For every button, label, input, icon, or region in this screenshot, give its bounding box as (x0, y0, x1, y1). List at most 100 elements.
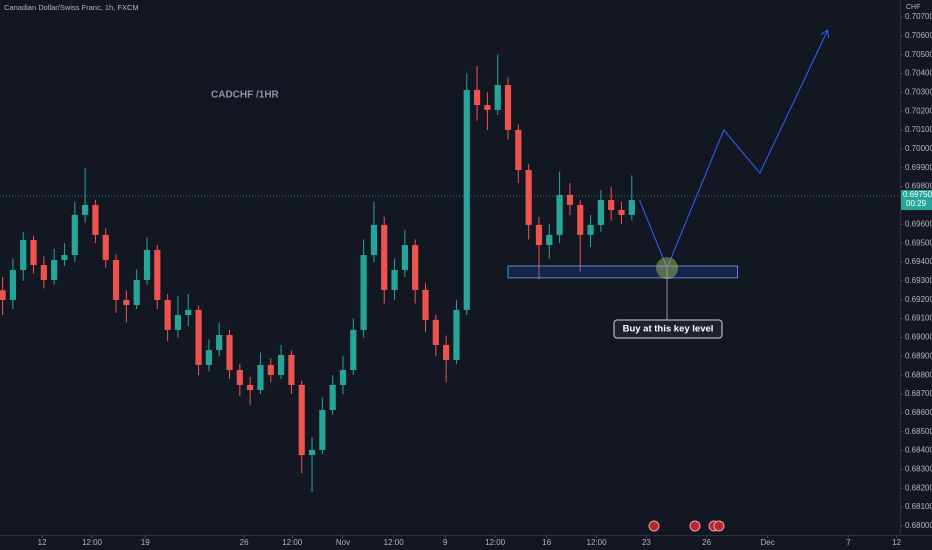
x-tick-label: Nov (336, 538, 350, 547)
candle-body (566, 194, 574, 205)
projection-arrowhead (820, 29, 830, 38)
projection-path (639, 29, 829, 270)
y-tick-label: 0.68000 (905, 521, 932, 530)
callout-text: Buy at this key level (623, 324, 714, 335)
candle-body (319, 410, 326, 450)
y-tick-label: 0.70400 (905, 69, 932, 78)
candle-body (422, 289, 429, 320)
candle-body (30, 239, 37, 266)
candle-body (40, 265, 47, 280)
candle-body (628, 200, 635, 215)
candle-body (92, 204, 99, 235)
candle-body (112, 259, 120, 300)
chart-title: Canadian Dollar/Swiss Franc, 1h, FXCM (4, 3, 139, 12)
candle-body (463, 89, 470, 310)
y-tick-label: 0.68700 (905, 389, 932, 398)
candle-body (164, 299, 171, 330)
candle-body (257, 364, 264, 391)
candle-body (185, 309, 192, 316)
x-tick-label: 19 (141, 538, 150, 547)
candle-body (608, 200, 615, 211)
y-tick-label: 0.69300 (905, 276, 932, 285)
candle-body (412, 245, 419, 290)
y-tick-label: 0.68500 (905, 427, 932, 436)
y-tick-label: 0.69600 (905, 219, 932, 228)
y-tick-label: 0.70600 (905, 31, 932, 40)
x-tick-label: 12:00 (282, 538, 303, 547)
annotation: CADCHF /1HR (211, 90, 280, 101)
y-tick-label: 0.68200 (905, 483, 932, 492)
y-tick-label: 0.69200 (905, 295, 932, 304)
x-tick-label: 12:00 (587, 538, 608, 547)
countdown: 00:29 (906, 199, 927, 208)
candle-body (195, 309, 202, 365)
candle-body (133, 279, 140, 306)
event-icons (648, 520, 725, 532)
x-tick-label: 16 (542, 538, 551, 547)
x-tick-label: 12:00 (384, 538, 405, 547)
candle-body (174, 315, 182, 330)
candle-body (154, 249, 161, 300)
candle-body (453, 309, 460, 361)
x-tick-label: 12 (892, 538, 901, 547)
candle-body (556, 194, 563, 235)
x-tick-label: 23 (642, 538, 651, 547)
candle-body (515, 129, 522, 171)
candle-body (71, 214, 78, 256)
y-tick-label: 0.69400 (905, 257, 932, 266)
candle-body (504, 85, 512, 130)
candle-body (360, 255, 367, 330)
y-tick-label: 0.69100 (905, 314, 932, 323)
candle-body (277, 354, 285, 375)
y-tick-label: 0.70200 (905, 106, 932, 115)
y-tick-label: 0.68400 (905, 446, 932, 455)
y-tick-label: 0.69500 (905, 238, 932, 247)
candle-body (391, 269, 398, 290)
candle-body (443, 344, 450, 361)
candle-body (143, 249, 151, 280)
candle-body (205, 350, 212, 365)
y-tick-label: 0.69000 (905, 333, 932, 342)
y-tick-label: 0.70700 (905, 12, 932, 21)
x-tick-label: 26 (240, 538, 249, 547)
candle-body (236, 370, 243, 385)
y-tick-label: 0.70100 (905, 125, 932, 134)
candle-body (535, 224, 543, 246)
candle-body (308, 449, 316, 456)
candle-body (587, 224, 594, 235)
x-tick-label: 7 (846, 538, 851, 547)
y-tick-label: 0.68300 (905, 465, 932, 474)
y-tick-label: 0.70000 (905, 144, 932, 153)
candle-body (267, 364, 274, 375)
candle-body (51, 259, 58, 280)
candle-body (484, 105, 491, 110)
x-tick-label: 12:00 (485, 538, 506, 547)
price-tag (901, 190, 932, 211)
y-tick-label: 0.68900 (905, 351, 932, 360)
x-tick-label: 9 (443, 538, 448, 547)
candle-body (350, 329, 357, 371)
candle-body (9, 269, 16, 300)
candle-body (247, 384, 254, 391)
candle-body (123, 299, 130, 306)
y-tick-label: 0.70500 (905, 50, 932, 59)
y-tick-label: 0.68600 (905, 408, 932, 417)
y-tick-label: 0.70300 (905, 87, 932, 96)
current-price-label: 0.69750 (903, 190, 932, 199)
y-tick-label: 0.68800 (905, 370, 932, 379)
candle-body (216, 334, 223, 351)
candle-body (82, 204, 89, 215)
y-unit: CHF (906, 4, 920, 11)
candle-body (494, 85, 501, 110)
y-tick-label: 0.69900 (905, 163, 932, 172)
candle-body (577, 204, 584, 235)
candle-body (432, 319, 439, 345)
support-zone (507, 265, 739, 279)
candle-body (597, 200, 604, 225)
candle-body (473, 89, 481, 106)
candle-body (0, 290, 6, 300)
candle-body (298, 384, 305, 456)
callout-box (613, 319, 723, 339)
candle-body (329, 384, 336, 411)
